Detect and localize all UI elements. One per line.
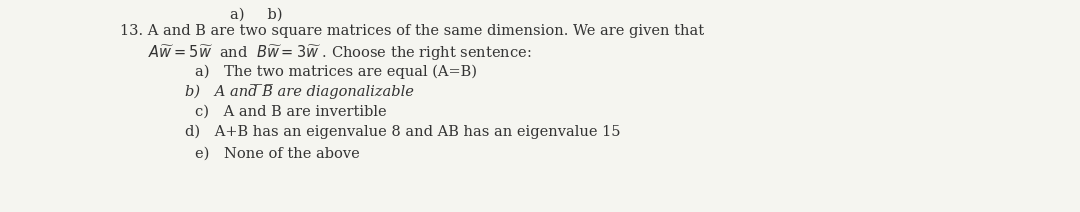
- Text: b) A and̅ ̅B̅ are diagonalizable: b) A and̅ ̅B̅ are diagonalizable: [185, 84, 414, 99]
- Text: d) A+B has an eigenvalue 8 and AB has an eigenvalue 15: d) A+B has an eigenvalue 8 and AB has an…: [185, 125, 621, 139]
- Text: a) The two matrices are equal (A=B): a) The two matrices are equal (A=B): [195, 65, 477, 79]
- Text: a)        b): a) b): [230, 8, 283, 22]
- Text: $A\widetilde{w} = 5\widetilde{w}$  and  $B\widetilde{w} = 3\widetilde{w}$ . Choo: $A\widetilde{w} = 5\widetilde{w}$ and $B…: [148, 43, 531, 63]
- Text: e) None of the above: e) None of the above: [195, 147, 360, 161]
- Text: c) A and B are invertible: c) A and B are invertible: [195, 105, 387, 119]
- Text: 13. A and B are two square matrices of the same dimension. We are given that: 13. A and B are two square matrices of t…: [120, 24, 704, 38]
